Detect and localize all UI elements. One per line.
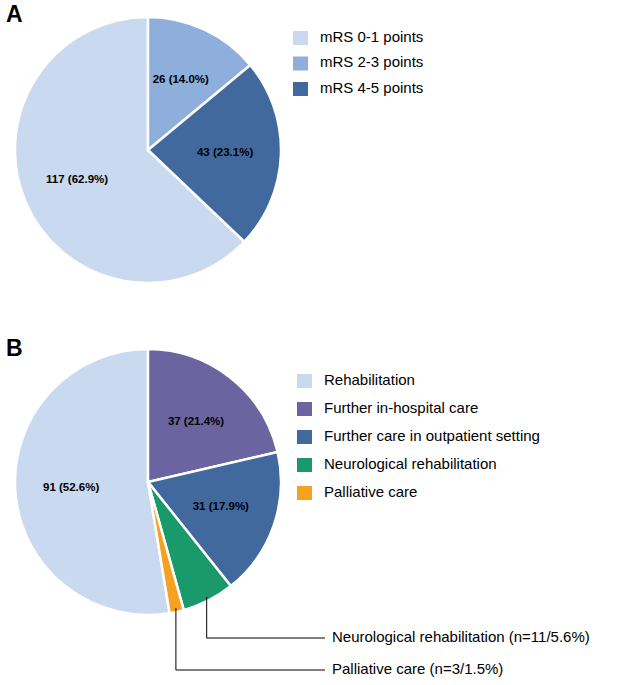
data-label: 37 (21.4%)	[168, 415, 224, 427]
data-label: 91 (52.6%)	[43, 481, 99, 493]
panel: A 117 (62.9%) 26 (14.0%) 43 (23.1%) mRS 0-1 …	[6, 1, 423, 283]
legend-swatch	[293, 57, 308, 71]
legend-swatch	[297, 430, 312, 444]
panel-title: A	[6, 1, 23, 27]
data-label: 43 (23.1%)	[197, 146, 253, 158]
legend-label: mRS 0-1 points	[320, 28, 423, 45]
leader-line	[176, 608, 325, 670]
data-label: 31 (17.9%)	[193, 500, 249, 512]
pie	[15, 349, 281, 615]
pie	[15, 17, 281, 283]
legend-label: Rehabilitation	[324, 371, 415, 388]
panel: B 91 (52.6%) 37 (21.4%) 31 (17.9%) Neurologi…	[6, 335, 590, 677]
legend-swatch	[297, 486, 312, 500]
legend: mRS 0-1 points mRS 2-3 points mRS 4-5 poin…	[293, 28, 423, 96]
panel-title: B	[6, 335, 23, 361]
chart-canvas: A 117 (62.9%) 26 (14.0%) 43 (23.1%) mRS 0-1 …	[0, 0, 634, 685]
data-label: Neurological rehabilitation (n=11/5.6%)	[332, 628, 590, 645]
legend-label: Further in-hospital care	[324, 399, 478, 416]
pie-slice	[148, 65, 281, 242]
legend-label: Neurological rehabilitation	[324, 455, 497, 472]
data-label: 117 (62.9%)	[46, 173, 108, 185]
legend-label: Further care in outpatient setting	[324, 427, 540, 444]
legend-swatch	[293, 82, 308, 96]
pie-slice	[148, 482, 184, 613]
legend-swatch	[293, 31, 308, 45]
legend-swatch	[297, 374, 312, 388]
legend: Rehabilitation Further in-hospital care Fu…	[297, 371, 540, 500]
leader-line	[207, 597, 325, 638]
legend-label: mRS 2-3 points	[320, 53, 423, 70]
legend-label: Palliative care	[324, 483, 417, 500]
data-labels: 117 (62.9%) 26 (14.0%) 43 (23.1%)	[46, 73, 253, 185]
legend-label: mRS 4-5 points	[320, 79, 423, 96]
legend-swatch	[297, 402, 312, 416]
data-label: Palliative care (n=3/1.5%)	[332, 660, 503, 677]
data-label: 26 (14.0%)	[153, 73, 209, 85]
data-labels: 91 (52.6%) 37 (21.4%) 31 (17.9%) Neurologic…	[43, 415, 590, 677]
legend-swatch	[297, 458, 312, 472]
